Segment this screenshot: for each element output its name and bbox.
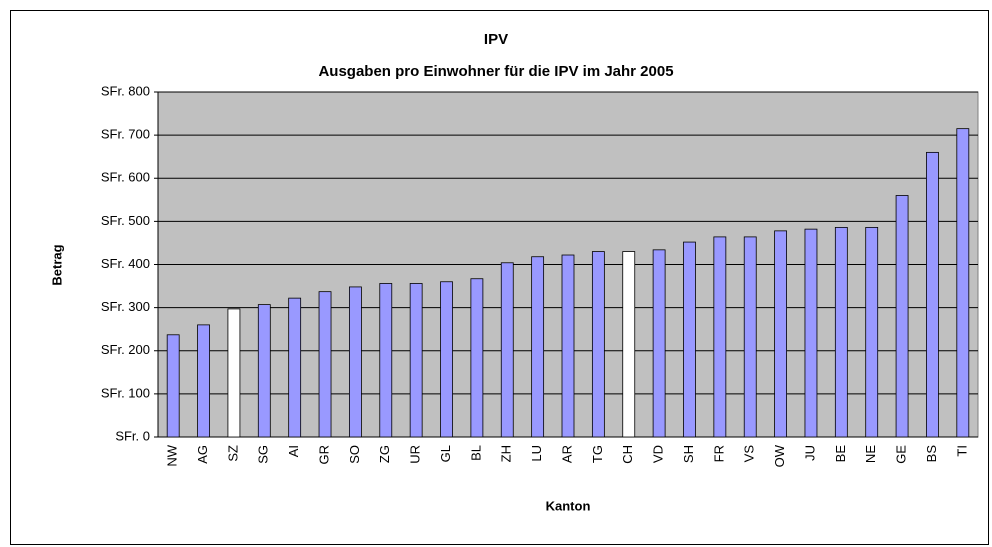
y-axis-label: Betrag	[49, 244, 64, 285]
x-tick-label: SG	[256, 445, 271, 464]
x-tick-label: UR	[408, 445, 423, 464]
bar	[470, 278, 484, 438]
bar	[683, 241, 696, 438]
x-tick-label: GR	[316, 445, 331, 465]
y-tick-label: SFr. 800	[101, 83, 150, 98]
x-tick-label: AG	[195, 445, 210, 464]
x-tick-label: VS	[742, 445, 757, 463]
bar	[743, 236, 757, 438]
bar	[349, 286, 362, 438]
bar	[227, 308, 241, 438]
x-tick-label: BE	[833, 445, 848, 463]
x-tick-label: SZ	[225, 445, 240, 462]
y-tick-label: SFr. 700	[101, 127, 150, 142]
x-tick-label: OW	[772, 444, 787, 467]
x-tick-label: CH	[620, 445, 635, 464]
bar	[379, 283, 393, 438]
x-tick-label: TG	[590, 445, 605, 463]
bar	[834, 227, 848, 438]
bar	[622, 251, 636, 438]
x-tick-label: ZG	[377, 445, 392, 463]
x-tick-label: BS	[924, 445, 939, 463]
y-tick-label: SFr. 200	[101, 342, 150, 357]
bar	[318, 291, 332, 438]
x-tick-label: SH	[681, 445, 696, 463]
bar	[591, 251, 605, 438]
y-tick-label: SFr. 100	[101, 385, 150, 400]
chart-subtitle: Ausgaben pro Einwohner für die IPV im Ja…	[318, 63, 673, 80]
bar	[197, 324, 210, 438]
x-tick-label: AR	[559, 445, 574, 463]
x-tick-label: ZH	[499, 445, 514, 462]
x-tick-label: GL	[438, 445, 453, 462]
bar	[774, 230, 787, 438]
bar	[257, 304, 271, 438]
y-tick-label: SFr. 300	[101, 299, 150, 314]
x-tick-label: NE	[863, 445, 878, 463]
x-tick-label: TI	[954, 445, 969, 457]
y-tick-label: SFr. 600	[101, 170, 150, 185]
bar	[895, 195, 909, 438]
bar	[288, 297, 302, 438]
x-tick-label: NW	[165, 444, 180, 466]
chart-title: IPV	[484, 31, 508, 48]
x-tick-label: SO	[347, 445, 362, 464]
bar	[409, 283, 423, 438]
y-tick-label: SFr. 400	[101, 256, 150, 271]
bar	[561, 254, 575, 438]
x-tick-label: GE	[894, 445, 909, 464]
bar	[865, 227, 879, 438]
bar	[713, 236, 727, 438]
x-axis-label: Kanton	[546, 498, 591, 513]
x-tick-label: BL	[468, 445, 483, 461]
bar	[440, 281, 453, 438]
x-tick-label: JU	[802, 445, 817, 461]
bar	[804, 228, 818, 438]
bar	[500, 262, 514, 438]
bar	[956, 128, 970, 438]
bar	[926, 151, 939, 438]
bar	[166, 334, 180, 438]
y-tick-label: SFr. 500	[101, 213, 150, 228]
x-tick-label: VD	[651, 445, 666, 463]
x-tick-label: AI	[286, 445, 301, 457]
bar	[531, 256, 545, 438]
y-tick-label: SFr. 0	[115, 428, 150, 443]
x-tick-label: FR	[711, 445, 726, 462]
x-tick-label: LU	[529, 445, 544, 462]
bar	[652, 249, 666, 438]
